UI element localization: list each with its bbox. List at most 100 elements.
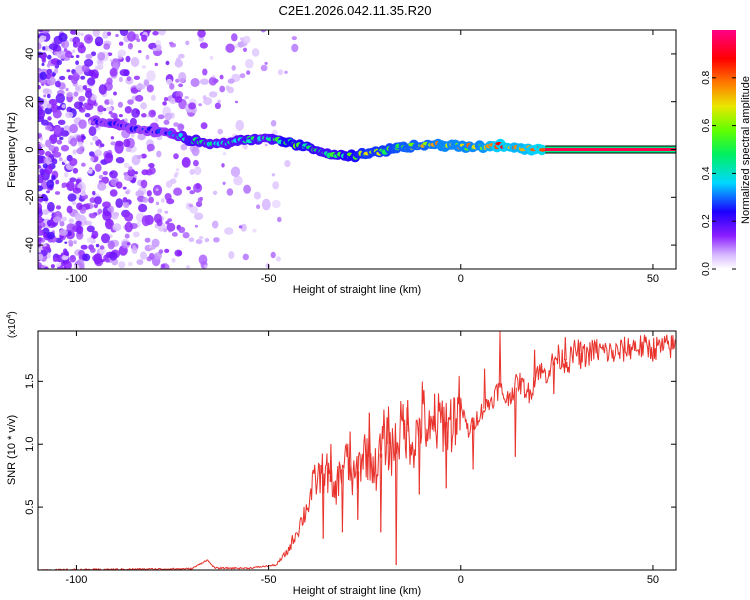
noise-speckle — [224, 227, 234, 235]
noise-speckle — [38, 42, 42, 50]
noise-speckle — [169, 83, 175, 90]
noise-speckle — [60, 127, 64, 132]
noise-speckle — [109, 59, 113, 62]
noise-speckle — [84, 90, 93, 99]
noise-speckle — [41, 62, 45, 67]
noise-speckle — [53, 151, 62, 158]
noise-speckle — [72, 167, 79, 174]
noise-speckle — [58, 229, 69, 236]
noise-speckle — [122, 186, 127, 190]
noise-speckle — [65, 111, 74, 119]
noise-speckle — [158, 249, 164, 254]
noise-speckle — [72, 149, 77, 155]
noise-speckle — [38, 203, 43, 212]
noise-speckle — [76, 225, 84, 235]
noise-speckle — [235, 119, 244, 131]
noise-speckle — [176, 57, 181, 63]
noise-speckle — [152, 30, 159, 36]
noise-speckle — [46, 190, 50, 194]
noise-speckle — [46, 103, 52, 109]
x-tick-label: -50 — [261, 273, 277, 285]
noise-speckle — [193, 166, 202, 176]
noise-speckle — [175, 96, 183, 103]
noise-speckle — [57, 119, 66, 126]
noise-speckle — [61, 184, 66, 189]
noise-speckle — [73, 101, 83, 110]
noise-speckle — [92, 135, 99, 142]
noise-speckle — [38, 225, 43, 230]
noise-speckle — [177, 250, 182, 256]
noise-speckle — [123, 69, 130, 77]
noise-speckle — [226, 188, 234, 196]
noise-speckle — [63, 159, 67, 163]
noise-speckle — [136, 38, 141, 43]
noise-speckle — [136, 259, 144, 265]
noise-speckle — [199, 42, 208, 49]
noise-speckle — [145, 54, 150, 60]
noise-speckle — [169, 42, 177, 48]
noise-speckle — [175, 168, 180, 172]
x-tick-label: 0 — [458, 273, 464, 285]
noise-speckle — [52, 216, 62, 223]
noise-speckle — [97, 208, 103, 215]
snr-x-ticks: -100 -50 0 50 — [65, 331, 659, 586]
noise-speckle — [225, 85, 230, 91]
noise-speckle — [38, 101, 41, 107]
noise-speckle — [124, 212, 134, 222]
noise-speckle — [217, 99, 222, 104]
noise-speckle — [61, 216, 67, 222]
noise-speckle — [193, 159, 199, 167]
noise-speckle — [82, 85, 88, 90]
noise-speckle — [110, 211, 119, 220]
noise-speckle — [239, 73, 246, 79]
noise-speckle — [109, 189, 118, 197]
noise-speckle — [70, 30, 77, 35]
noise-speckle — [61, 255, 69, 261]
noise-speckle — [38, 96, 41, 101]
noise-speckle — [94, 36, 104, 47]
noise-speckle — [88, 70, 95, 77]
noise-speckle — [252, 228, 257, 233]
snr-spike — [388, 406, 390, 445]
noise-speckle — [190, 78, 200, 87]
noise-speckle — [109, 251, 118, 261]
noise-speckle — [162, 101, 167, 106]
noise-speckle — [73, 240, 77, 245]
noise-speckle — [75, 64, 84, 76]
noise-speckle — [152, 47, 157, 52]
noise-speckle — [76, 31, 81, 36]
noise-speckle — [119, 30, 129, 37]
noise-speckle — [171, 232, 178, 237]
noise-speckle — [194, 212, 204, 221]
noise-speckle — [256, 204, 261, 209]
noise-speckle — [84, 113, 91, 118]
noise-speckle — [173, 122, 180, 127]
noise-speckle — [198, 236, 204, 240]
noise-speckle — [227, 78, 235, 84]
noise-speckle — [253, 191, 261, 200]
snr-spike — [472, 425, 475, 470]
noise-speckle — [54, 191, 61, 195]
noise-speckle — [41, 194, 48, 202]
noise-speckle — [199, 78, 209, 85]
noise-speckle — [204, 264, 208, 269]
noise-speckle — [130, 57, 140, 67]
noise-speckle — [46, 231, 55, 240]
y-tick-label: 0.5 — [24, 499, 36, 514]
noise-speckle — [102, 210, 112, 221]
noise-speckle — [38, 132, 43, 139]
noise-speckle — [44, 157, 52, 165]
noise-speckle — [49, 136, 56, 141]
noise-speckle — [165, 220, 170, 225]
noise-speckle — [71, 200, 77, 206]
noise-speckle — [110, 136, 115, 140]
noise-speckle — [251, 48, 260, 57]
noise-speckle — [101, 233, 110, 244]
noise-speckle — [141, 215, 151, 227]
noise-speckle — [189, 206, 199, 214]
noise-speckle — [95, 243, 100, 248]
y-tick-label: -40 — [24, 237, 36, 253]
noise-speckle — [124, 233, 130, 239]
noise-speckle — [98, 84, 107, 95]
noise-speckle — [195, 239, 203, 245]
